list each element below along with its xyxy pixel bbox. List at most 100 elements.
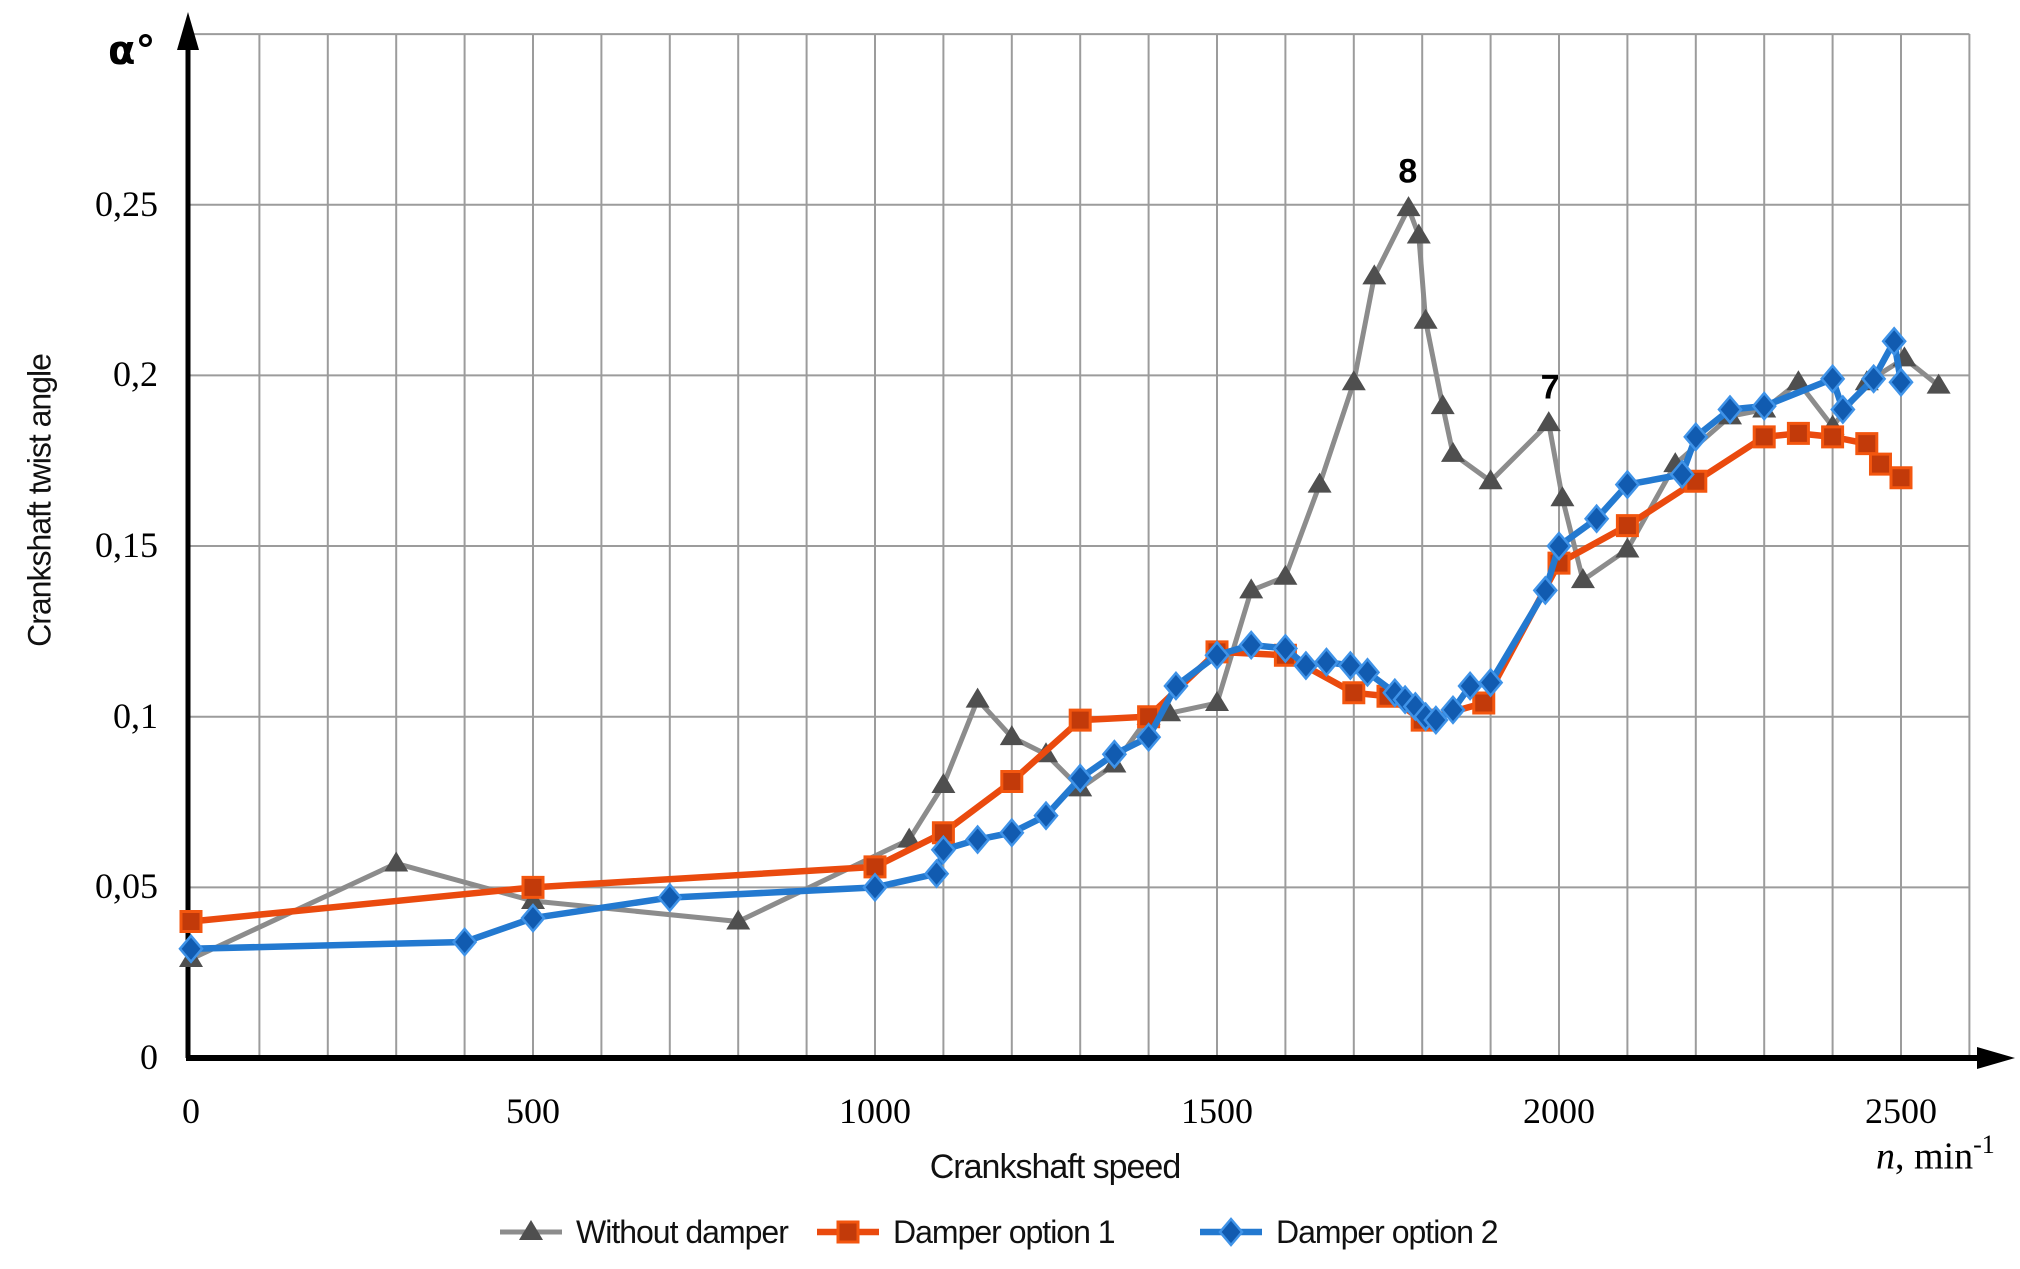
diamond-marker (1717, 394, 1743, 425)
square-marker (1068, 708, 1092, 732)
square-marker (1000, 770, 1024, 794)
diamond-marker (862, 872, 888, 903)
diamond-marker (451, 927, 478, 957)
diamond-marker (964, 824, 991, 855)
triangle-marker (1362, 264, 1387, 285)
x-tick-label: 2500 (1865, 1091, 1937, 1131)
series-damper-option-2-markers (178, 326, 1914, 964)
diamond-marker (1238, 630, 1264, 660)
square-marker (1615, 514, 1639, 538)
x-tick-label: 1500 (1181, 1091, 1253, 1131)
legend-label: Without damper (576, 1213, 789, 1250)
legend-item-damper-option-2: Damper option 2 (1198, 1210, 1499, 1254)
peak-annotation: 7 (1540, 368, 1560, 407)
axes (177, 12, 2015, 1069)
triangle-marker (931, 772, 956, 793)
diamond-marker (1546, 531, 1572, 561)
triangle-marker (1307, 472, 1332, 493)
diamond-marker (1830, 394, 1856, 425)
triangle-marker (1239, 578, 1264, 599)
diamond-marker (930, 834, 957, 865)
square-marker (1752, 425, 1776, 449)
triangle-marker (1205, 691, 1229, 712)
diamond-marker (1669, 459, 1695, 490)
x-tick-label: 500 (506, 1091, 560, 1131)
triangle-marker (1926, 373, 1951, 394)
y-axis-arrowhead (177, 12, 199, 50)
y-tick-label: 0 (140, 1037, 158, 1078)
triangle-marker (1396, 196, 1421, 217)
diamond-marker (1861, 363, 1887, 394)
diamond-marker (520, 903, 546, 934)
x-axis-arrowhead (1977, 1047, 2015, 1069)
diamond-marker (1614, 469, 1641, 500)
diamond-marker (1293, 650, 1319, 681)
diamond-marker (1033, 800, 1059, 831)
triangle-marker (999, 725, 1024, 746)
diamond-marker (1135, 722, 1162, 753)
legend-item-without-damper: Without damper (498, 1210, 789, 1254)
triangle-marker (1273, 564, 1298, 585)
x-tick-label: 0 (182, 1091, 200, 1131)
diamond-marker (1532, 575, 1558, 606)
square-marker (179, 909, 203, 933)
triangle-marker (1570, 568, 1595, 589)
square-marker (931, 821, 955, 845)
x-tick-label: 1000 (839, 1091, 911, 1131)
legend-item-damper-option-1: Damper option 1 (815, 1210, 1116, 1254)
diamond-marker (1477, 667, 1504, 698)
diamond-marker (1101, 739, 1128, 770)
x-unit-symbol: n (1876, 1135, 1895, 1178)
peak-annotation: 8 (1398, 152, 1418, 191)
triangle-marker (1413, 308, 1438, 329)
triangle-marker (1550, 486, 1575, 507)
triangle-marker (1341, 370, 1366, 391)
y-tick-label: 0,25 (95, 183, 158, 224)
diamond-marker (1423, 705, 1449, 736)
x-unit-superscript: -1 (1973, 1130, 1995, 1159)
square-marker (1786, 421, 1810, 445)
legend-marker-icon (817, 1220, 879, 1244)
square-marker (1342, 681, 1366, 705)
triangle-marker (521, 889, 545, 910)
diamond-marker (1354, 657, 1381, 688)
diamond-marker (1888, 367, 1914, 398)
x-axis-unit-label: n, min-1 (1876, 1130, 1995, 1179)
diamond-marker (1457, 671, 1483, 701)
legend-label: Damper option 1 (893, 1213, 1116, 1250)
triangle-marker (1478, 469, 1503, 490)
legend-marker-icon (500, 1220, 562, 1240)
triangle-marker (965, 687, 990, 708)
square-marker (521, 875, 545, 899)
square-marker (863, 855, 887, 879)
legend-marker-icon (1200, 1217, 1262, 1247)
diamond-marker (1440, 694, 1466, 725)
triangle-marker (897, 827, 922, 848)
diamond-marker (1819, 363, 1846, 394)
diamond-marker (923, 858, 950, 889)
diamond-marker (1683, 421, 1709, 452)
y-tick-label: 0,2 (113, 354, 158, 395)
square-marker (1821, 425, 1845, 449)
gridlines (188, 33, 1971, 1058)
x-tick-label: 2000 (1523, 1091, 1595, 1131)
diamond-marker (657, 882, 683, 913)
diamond-marker (178, 933, 204, 964)
x-axis-title: Crankshaft speed (929, 1148, 1182, 1186)
y-tick-label: 0,05 (95, 866, 158, 907)
x-unit-rest: , min (1895, 1135, 1974, 1178)
triangle-marker (1440, 441, 1465, 462)
triangle-marker (726, 909, 751, 930)
diamond-marker (1881, 326, 1907, 357)
series-damper-option-2 (178, 326, 1914, 964)
diamond-marker (1583, 503, 1610, 534)
triangle-marker (1430, 394, 1455, 415)
triangle-marker (1406, 223, 1431, 244)
triangle-marker (1786, 370, 1811, 391)
diamond-marker (999, 817, 1025, 848)
y-tick-label: 0,1 (113, 695, 158, 736)
y-tick-label: 0,15 (95, 525, 158, 566)
